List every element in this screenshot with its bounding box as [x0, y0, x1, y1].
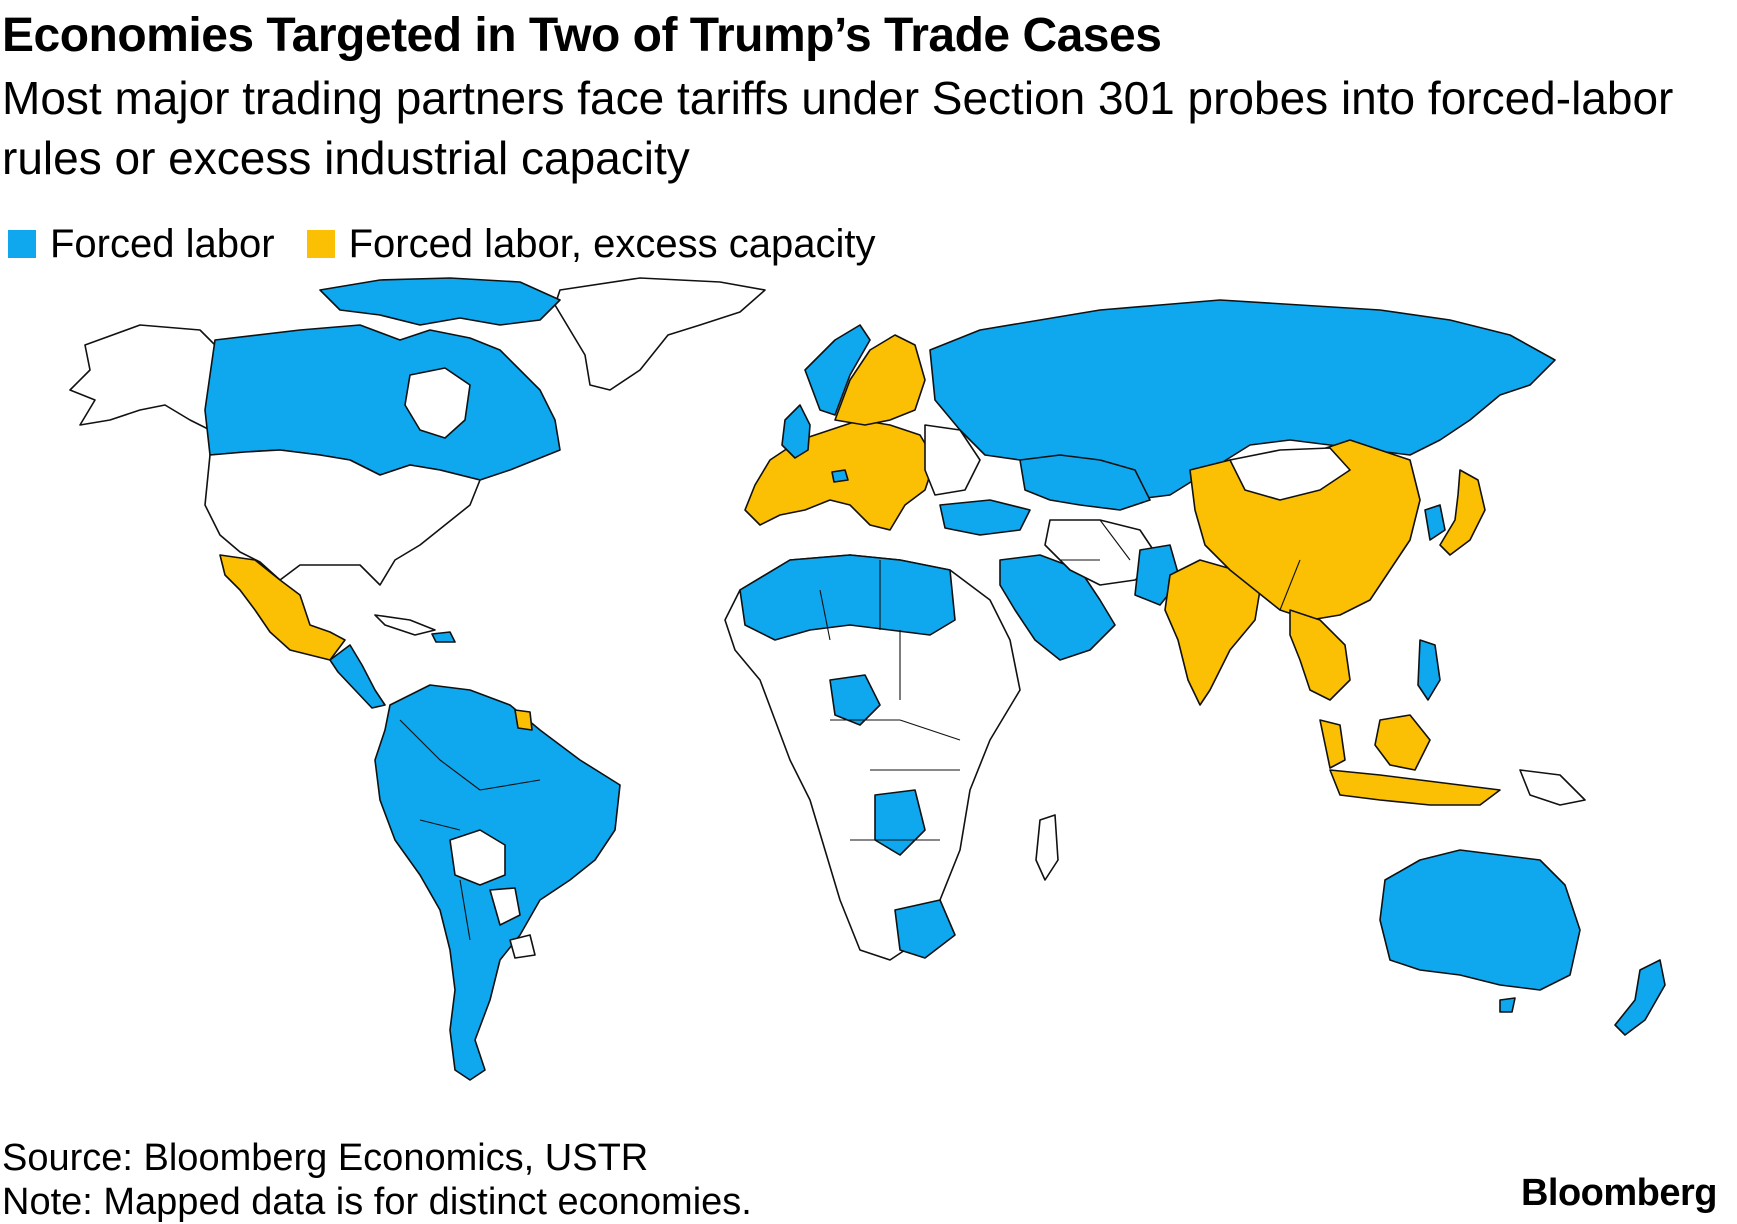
- legend: Forced labor Forced labor, excess capaci…: [8, 222, 907, 266]
- region-new-zealand: [1614, 959, 1666, 1036]
- region-borneo: [1374, 714, 1431, 771]
- data-note: Note: Mapped data is for distinct econom…: [2, 1181, 752, 1223]
- world-map: [0, 270, 1737, 1120]
- region-papua-new-guinea: [1519, 769, 1586, 806]
- region-south-america: [374, 684, 621, 1081]
- region-nigeria: [829, 674, 881, 726]
- region-united-kingdom: [781, 404, 811, 459]
- legend-item-forced-labor: Forced labor: [8, 222, 275, 267]
- region-north-africa: [739, 554, 956, 641]
- region-paraguay: [489, 887, 521, 926]
- chart-subtitle: Most major trading partners face tariffs…: [2, 72, 1674, 184]
- chart-title: Economies Targeted in Two of Trump’s Tra…: [2, 9, 1162, 62]
- legend-label-excess-capacity: Forced labor, excess capacity: [348, 221, 876, 266]
- region-indonesia: [1329, 769, 1501, 806]
- region-alaska: [69, 324, 216, 431]
- region-uruguay: [509, 934, 536, 959]
- region-southeast-asia: [1289, 609, 1351, 701]
- region-switzerland: [831, 469, 849, 483]
- region-hudson-bay: [404, 367, 471, 439]
- region-philippines: [1417, 639, 1441, 701]
- region-central-america: [329, 644, 386, 709]
- region-angola: [874, 789, 926, 856]
- region-canada-arctic: [319, 277, 561, 326]
- region-madagascar: [1035, 814, 1059, 881]
- footer: Source: Bloomberg Economics, USTR Note: …: [2, 1136, 752, 1224]
- legend-label-forced-labor: Forced labor: [50, 221, 275, 266]
- region-south-korea: [1424, 504, 1446, 541]
- region-iran-afghanistan: [1044, 519, 1161, 586]
- map-regions: [69, 277, 1666, 1081]
- region-mongolia: [1229, 447, 1351, 501]
- region-turkey: [939, 499, 1031, 536]
- legend-swatch-excess-capacity: [306, 230, 335, 258]
- legend-item-excess-capacity: Forced labor, excess capacity: [306, 221, 876, 267]
- region-scandinavia: [834, 334, 926, 426]
- region-tasmania: [1499, 997, 1516, 1013]
- region-bolivia: [449, 829, 506, 886]
- bloomberg-logo: Bloomberg: [1520, 1172, 1718, 1214]
- region-south-africa: [894, 899, 956, 959]
- region-greenland: [554, 277, 766, 391]
- region-dominican-republic: [431, 631, 456, 643]
- region-malaysia: [1319, 719, 1346, 769]
- source-note: Source: Bloomberg Economics, USTR: [2, 1137, 649, 1179]
- border-lines: [399, 519, 1301, 941]
- region-french-guiana: [514, 709, 533, 731]
- region-united-states: [204, 449, 481, 586]
- region-cuba: [374, 614, 436, 636]
- region-norway: [804, 324, 871, 416]
- region-japan: [1439, 469, 1486, 556]
- legend-swatch-forced-labor: [8, 230, 36, 258]
- region-kazakhstan: [1019, 454, 1151, 511]
- region-australia: [1379, 849, 1581, 991]
